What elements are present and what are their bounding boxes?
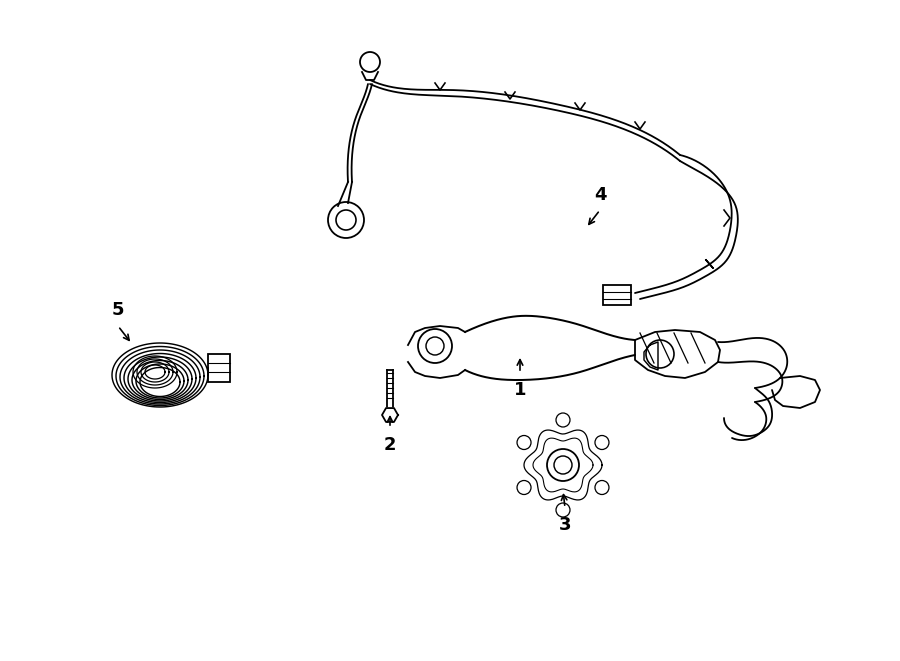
- Text: 4: 4: [594, 186, 607, 204]
- Text: 3: 3: [559, 516, 572, 534]
- Polygon shape: [382, 408, 398, 422]
- Text: 1: 1: [514, 381, 526, 399]
- Text: 5: 5: [112, 301, 124, 319]
- Text: 2: 2: [383, 436, 396, 454]
